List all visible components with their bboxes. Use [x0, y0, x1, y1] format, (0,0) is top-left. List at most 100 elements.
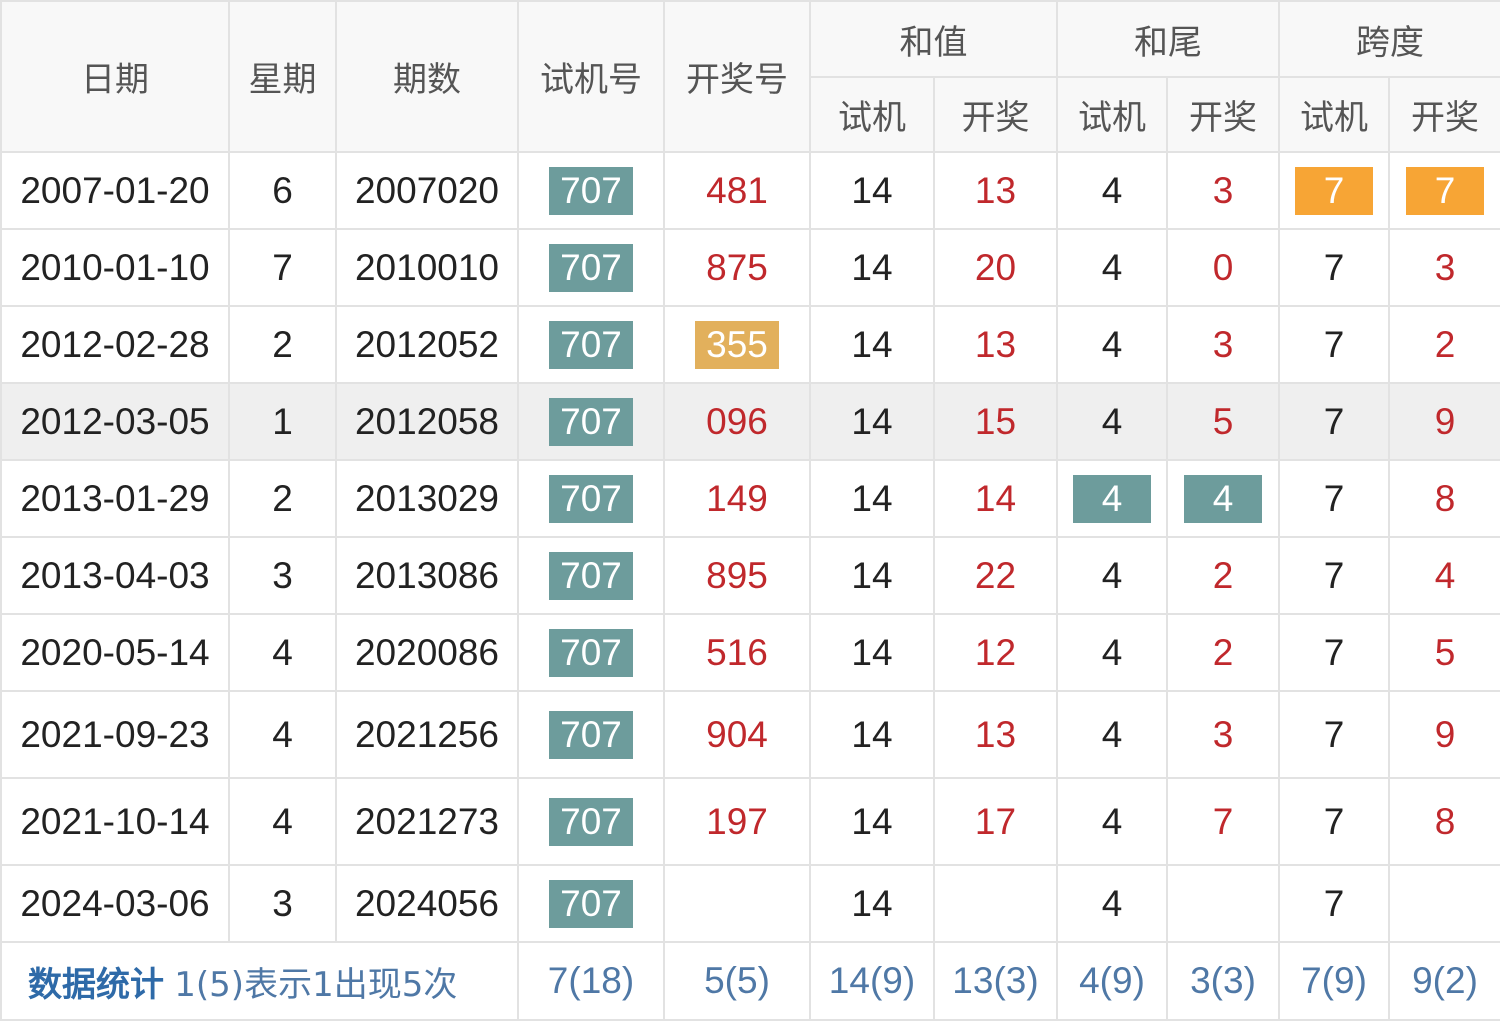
draw-number-cell: 149	[663, 459, 811, 538]
issue-cell: 2010010	[335, 228, 519, 307]
stats-trial: 7(18)	[517, 941, 665, 1021]
trial-number-cell: 707	[517, 228, 665, 307]
subheader-sum-trial: 试机	[809, 76, 935, 153]
subheader-tail-draw: 开奖	[1166, 76, 1280, 153]
table-row: 2021-10-14 4 2021273 707 197 14 17 4 7 7 8	[0, 777, 1500, 866]
subheader-sum-draw: 开奖	[933, 76, 1058, 153]
stats-title: 数据统计	[28, 964, 164, 1005]
trial-number-cell: 707	[517, 382, 665, 461]
subheader-tail-trial: 试机	[1056, 76, 1168, 153]
table-row: 2013-01-29 2 2013029 707 149 14 14 4 4 7 8	[0, 459, 1500, 538]
span-draw-cell: 4	[1388, 536, 1500, 615]
span-trial-cell: 7	[1278, 382, 1390, 461]
highlight-badge: 707	[549, 397, 633, 446]
table-row: 2010-01-10 7 2010010 707 875 14 20 4 0 7 3	[0, 228, 1500, 307]
weekday-cell: 6	[228, 151, 337, 230]
sum-trial-cell: 14	[809, 459, 935, 538]
sum-trial-cell: 14	[809, 305, 935, 384]
span-draw-cell: 7	[1388, 151, 1500, 230]
weekday-cell: 4	[228, 613, 337, 692]
stats-span-draw: 9(2)	[1388, 941, 1500, 1021]
sum-draw-cell: 15	[933, 382, 1058, 461]
tail-trial-cell: 4	[1056, 777, 1168, 866]
stats-note: 1(5)表示1出现5次	[174, 964, 458, 1005]
highlight-badge: 7	[1295, 166, 1373, 215]
date-cell: 2012-03-05	[0, 382, 230, 461]
date-cell: 2013-04-03	[0, 536, 230, 615]
stats-tail-trial: 4(9)	[1056, 941, 1168, 1021]
trial-number-cell: 707	[517, 777, 665, 866]
sum-draw-cell: 20	[933, 228, 1058, 307]
span-trial-cell: 7	[1278, 864, 1390, 943]
table-row: 2013-04-03 3 2013086 707 895 14 22 4 2 7 4	[0, 536, 1500, 615]
header-span: 跨度	[1278, 0, 1500, 78]
draw-number-cell: 481	[663, 151, 811, 230]
issue-cell: 2021256	[335, 690, 519, 779]
highlight-badge: 707	[549, 797, 633, 846]
weekday-cell: 3	[228, 864, 337, 943]
span-trial-cell: 7	[1278, 459, 1390, 538]
highlight-badge: 7	[1406, 166, 1484, 215]
tail-draw-cell: 4	[1166, 459, 1280, 538]
sum-trial-cell: 14	[809, 613, 935, 692]
table-row: 2020-05-14 4 2020086 707 516 14 12 4 2 7 5	[0, 613, 1500, 692]
sum-draw-cell: 22	[933, 536, 1058, 615]
tail-draw-cell	[1166, 864, 1280, 943]
span-trial-cell: 7	[1278, 151, 1390, 230]
header-draw-number: 开奖号	[663, 0, 811, 153]
stats-draw: 5(5)	[663, 941, 811, 1021]
weekday-cell: 4	[228, 777, 337, 866]
subheader-span-trial: 试机	[1278, 76, 1390, 153]
tail-draw-cell: 0	[1166, 228, 1280, 307]
tail-trial-cell: 4	[1056, 459, 1168, 538]
draw-number-cell: 516	[663, 613, 811, 692]
tail-draw-cell: 3	[1166, 151, 1280, 230]
table-row: 2007-01-20 6 2007020 707 481 14 13 4 3 7 7	[0, 151, 1500, 230]
draw-number-cell	[663, 864, 811, 943]
sum-draw-cell	[933, 864, 1058, 943]
span-trial-cell: 7	[1278, 690, 1390, 779]
highlight-badge: 355	[695, 320, 779, 369]
sum-trial-cell: 14	[809, 777, 935, 866]
issue-cell: 2013029	[335, 459, 519, 538]
draw-number-cell: 197	[663, 777, 811, 866]
subheader-span-draw: 开奖	[1388, 76, 1500, 153]
highlight-badge: 707	[549, 243, 633, 292]
highlight-badge: 707	[549, 710, 633, 759]
weekday-cell: 7	[228, 228, 337, 307]
header-trial-number: 试机号	[517, 0, 665, 153]
span-draw-cell: 8	[1388, 459, 1500, 538]
issue-cell: 2007020	[335, 151, 519, 230]
sum-draw-cell: 14	[933, 459, 1058, 538]
tail-trial-cell: 4	[1056, 382, 1168, 461]
stats-sum-trial: 14(9)	[809, 941, 935, 1021]
issue-cell: 2012058	[335, 382, 519, 461]
weekday-cell: 2	[228, 459, 337, 538]
span-draw-cell: 9	[1388, 690, 1500, 779]
weekday-cell: 4	[228, 690, 337, 779]
tail-trial-cell: 4	[1056, 864, 1168, 943]
highlight-badge: 707	[549, 628, 633, 677]
issue-cell: 2013086	[335, 536, 519, 615]
stats-label-cell: 数据统计 1(5)表示1出现5次	[0, 941, 519, 1021]
draw-number-cell: 096	[663, 382, 811, 461]
tail-trial-cell: 4	[1056, 613, 1168, 692]
date-cell: 2021-09-23	[0, 690, 230, 779]
sum-draw-cell: 12	[933, 613, 1058, 692]
span-draw-cell: 2	[1388, 305, 1500, 384]
weekday-cell: 2	[228, 305, 337, 384]
date-cell: 2021-10-14	[0, 777, 230, 866]
span-trial-cell: 7	[1278, 228, 1390, 307]
span-trial-cell: 7	[1278, 536, 1390, 615]
highlight-badge: 707	[549, 320, 633, 369]
table-row: 2012-03-05 1 2012058 707 096 14 15 4 5 7 9	[0, 382, 1500, 461]
header-issue: 期数	[335, 0, 519, 153]
date-cell: 2012-02-28	[0, 305, 230, 384]
highlight-badge: 4	[1184, 474, 1262, 523]
trial-number-cell: 707	[517, 536, 665, 615]
date-cell: 2020-05-14	[0, 613, 230, 692]
tail-draw-cell: 2	[1166, 536, 1280, 615]
tail-draw-cell: 7	[1166, 777, 1280, 866]
draw-number-cell: 895	[663, 536, 811, 615]
